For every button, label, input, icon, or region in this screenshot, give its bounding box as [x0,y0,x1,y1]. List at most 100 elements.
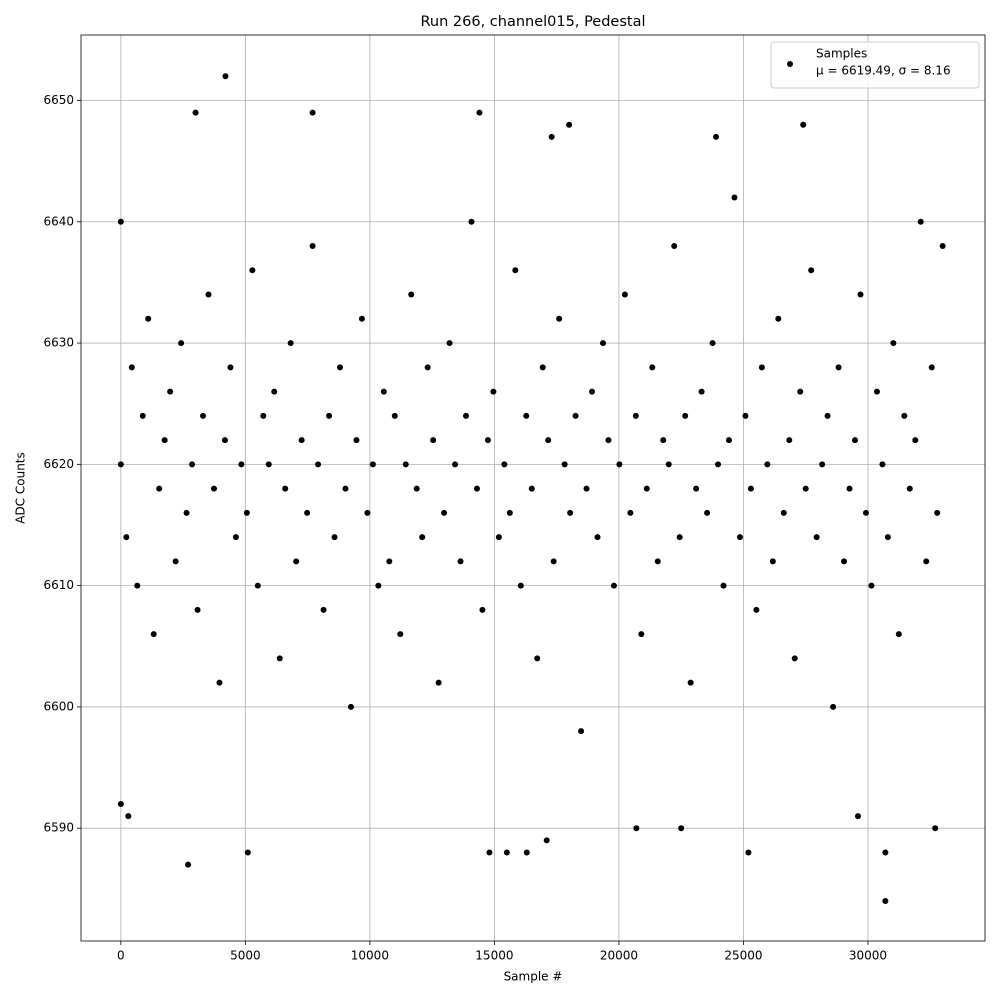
point [210,485,217,492]
point [758,364,765,371]
point [599,340,606,347]
points [117,73,946,904]
point [386,558,393,565]
point [424,364,431,371]
point [649,364,656,371]
point [939,243,946,250]
point [583,485,590,492]
y-tick-label: 6600 [43,699,74,713]
legend-marker [787,61,793,67]
chart-title: Run 266, channel015, Pedestal [420,14,645,30]
point [528,485,535,492]
point [254,582,261,589]
point [486,849,493,856]
point [353,437,360,444]
point [501,461,508,468]
point [543,837,550,844]
point [901,412,908,419]
point [506,509,513,516]
x-axis-label: Sample # [504,970,563,984]
point [156,485,163,492]
point [561,461,568,468]
point [128,364,135,371]
plot-frame [80,34,986,942]
point [545,437,552,444]
point [249,267,256,274]
point [484,437,491,444]
point [185,861,192,868]
point [167,388,174,395]
point [698,388,705,395]
point [534,655,541,662]
point [928,364,935,371]
point [693,485,700,492]
y-tick-label: 6630 [43,336,74,350]
point [720,582,727,589]
point [293,558,300,565]
point [189,461,196,468]
point [800,121,807,128]
point [380,388,387,395]
point [503,849,510,856]
point [539,364,546,371]
point [819,461,826,468]
point [906,485,913,492]
point [282,485,289,492]
point [117,800,124,807]
legend-box [770,41,980,89]
point [786,437,793,444]
point [890,340,897,347]
point [616,461,623,468]
point [813,534,820,541]
point [808,267,815,274]
y-axis-label: ADC Counts [14,452,28,524]
point [326,412,333,419]
point [309,109,316,116]
x-tick-label: 15000 [475,949,513,963]
point [265,461,272,468]
point [589,388,596,395]
point [802,485,809,492]
point [123,534,130,541]
point [517,582,524,589]
point [731,194,738,201]
point [134,582,141,589]
point [441,509,448,516]
point [244,849,251,856]
x-tick-label: 10000 [351,949,389,963]
point [578,728,585,735]
point [435,679,442,686]
point [846,485,853,492]
point [868,582,875,589]
point [830,703,837,710]
point [463,412,470,419]
point [145,315,152,322]
point [446,340,453,347]
point [633,825,640,832]
point [161,437,168,444]
point [605,437,612,444]
x-tick-label: 0 [117,949,125,963]
point [347,703,354,710]
point [298,437,305,444]
point [654,558,661,565]
point [178,340,185,347]
point [747,485,754,492]
point [687,679,694,686]
point [342,485,349,492]
grid [81,35,985,941]
point [882,897,889,904]
point [452,461,459,468]
point [835,364,842,371]
point [315,461,322,468]
point [671,243,678,250]
legend-label: Samples [816,47,867,61]
point [200,412,207,419]
point [490,388,497,395]
point [713,133,720,140]
point [117,218,124,225]
point [660,437,667,444]
point [375,582,382,589]
point [227,364,234,371]
